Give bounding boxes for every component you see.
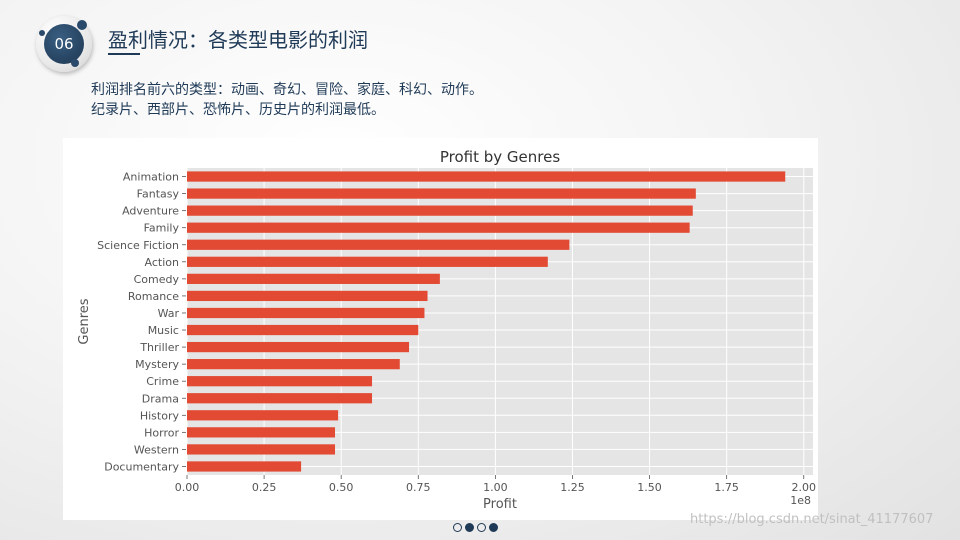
y-tick-label: Science Fiction (97, 239, 179, 252)
summary-line: 利润排名前六的类型：动画、奇幻、冒险、家庭、科幻、动作。 (91, 82, 483, 98)
badge-dot-decoration (39, 30, 45, 36)
bar (187, 222, 690, 233)
x-tick-label: 0.00 (175, 481, 200, 494)
bar (187, 461, 302, 472)
bar (187, 341, 410, 353)
bar (187, 410, 339, 421)
bar (187, 256, 548, 267)
title-underline (108, 53, 140, 55)
y-tick-label: Western (134, 443, 179, 456)
bar (187, 376, 373, 387)
y-tick-label: Horror (144, 426, 179, 439)
bar (187, 307, 425, 319)
bar (187, 444, 336, 455)
x-axis-offset-label: 1e8 (790, 494, 811, 507)
y-tick-label: Comedy (134, 273, 180, 286)
y-tick-label: Family (144, 222, 180, 235)
x-tick-label: 1.75 (714, 481, 739, 494)
x-tick-label: 1.50 (637, 481, 662, 494)
bar (187, 188, 696, 199)
chart-title: Profit by Genres (440, 148, 560, 166)
y-tick-label: Music (148, 324, 179, 337)
bar (187, 359, 400, 370)
bar (187, 239, 570, 250)
y-tick-label: History (140, 409, 180, 422)
slide-number: 06 (44, 24, 84, 64)
y-tick-label: Adventure (122, 205, 179, 218)
bar (187, 290, 428, 302)
y-tick-label: Thriller (139, 341, 179, 354)
badge-dot-decoration (77, 20, 87, 30)
page-dot[interactable] (453, 523, 462, 532)
y-tick-label: Action (145, 256, 179, 269)
pagination[interactable] (453, 523, 498, 535)
watermark: https://blog.csdn.net/sinat_41177607 (690, 512, 934, 527)
bar (187, 427, 336, 438)
summary-text: 利润排名前六的类型：动画、奇幻、冒险、家庭、科幻、动作。 纪录片、西部片、恐怖片… (91, 80, 483, 120)
y-tick-label: Documentary (104, 460, 179, 473)
badge-dot-decoration (71, 59, 79, 67)
x-tick-label: 1.00 (483, 481, 508, 494)
y-tick-label: Fantasy (137, 188, 180, 201)
bar (187, 273, 440, 284)
x-tick-label: 0.50 (329, 481, 354, 494)
profit-by-genres-chart: 0.00 0.25 0.50 0.75 1.00 1.25 1.50 1.75 2.00 Anim… (77, 148, 816, 512)
y-tick-label: Animation (123, 171, 179, 184)
y-tick-label: Romance (128, 290, 179, 303)
page-dot[interactable] (465, 523, 474, 532)
page-dot[interactable] (477, 523, 486, 532)
summary-line: 纪录片、西部片、恐怖片、历史片的利润最低。 (91, 102, 385, 118)
y-tick-label: Mystery (135, 358, 179, 371)
y-tick-label: Crime (146, 375, 179, 388)
y-tick-label: Drama (142, 392, 179, 405)
chart-panel: 0.00 0.25 0.50 0.75 1.00 1.25 1.50 1.75 2.00 Anim… (63, 138, 818, 520)
x-tick-label: 1.25 (560, 481, 585, 494)
y-tick-label: War (158, 307, 180, 320)
plot-area (187, 168, 813, 475)
y-axis-label: Genres (77, 298, 92, 344)
x-axis-label: Profit (483, 497, 517, 512)
bar (187, 324, 419, 336)
bar (187, 205, 693, 216)
page-dot[interactable] (489, 523, 498, 532)
bar (187, 393, 373, 404)
x-tick-label: 2.00 (791, 481, 816, 494)
slide-title: 盈利情况：各类型电影的利润 (108, 28, 368, 52)
x-tick-label: 0.75 (406, 481, 431, 494)
x-tick-label: 0.25 (252, 481, 277, 494)
bar (187, 171, 786, 182)
